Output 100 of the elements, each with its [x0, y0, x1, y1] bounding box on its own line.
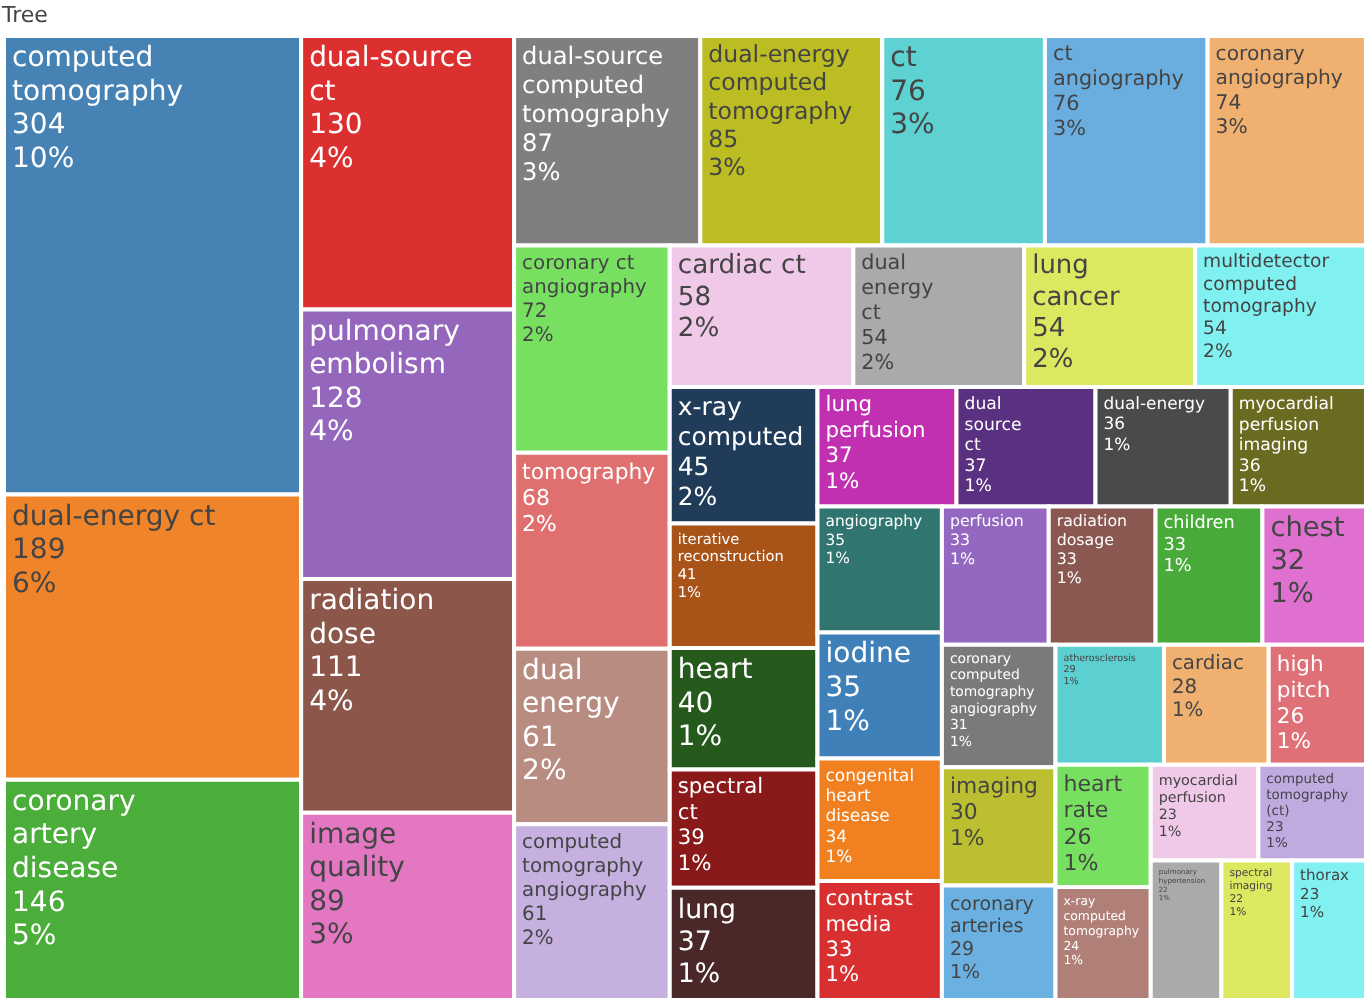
- text: 1%: [1270, 578, 1314, 611]
- category-label: contrast media: [825, 887, 913, 937]
- text: 5%: [12, 920, 57, 953]
- category-label: dual-source ct: [309, 42, 473, 108]
- data-label: 76: [1052, 92, 1080, 116]
- data-label: 74: [1215, 92, 1242, 115]
- text: 1%: [949, 962, 981, 985]
- data-label: 304: [12, 109, 66, 142]
- data-label: 111: [309, 652, 363, 685]
- data-label: 37: [677, 927, 712, 958]
- data-label: 72: [522, 301, 548, 324]
- category-label: myocardial perfusion imaging: [1238, 395, 1334, 457]
- category-label: lung cancer: [1032, 251, 1121, 313]
- category-label: imaging: [949, 773, 1038, 800]
- data-label: 54: [1203, 318, 1227, 341]
- data-label: 85: [708, 124, 739, 153]
- category-label: coronary artery disease: [12, 785, 136, 885]
- text: 1%: [1238, 477, 1266, 498]
- data-label: 26: [1276, 702, 1305, 729]
- category-label: coronary angiography: [1215, 44, 1343, 91]
- text: 3%: [890, 109, 935, 142]
- category-label: dual-source computed tomography: [522, 42, 670, 129]
- data-label: 33: [1163, 535, 1187, 556]
- text: 1%: [825, 963, 860, 988]
- text: 1%: [1171, 700, 1204, 723]
- category-label: ct angiography: [1052, 42, 1184, 91]
- category-label: dual-energy ct: [12, 500, 217, 533]
- text: 2%: [522, 755, 567, 788]
- text: 1%: [1163, 556, 1192, 577]
- text: Tree: [0, 2, 49, 28]
- data-label: 76: [890, 75, 927, 108]
- data-label: 128: [309, 382, 363, 415]
- text: 2%: [1203, 340, 1233, 363]
- data-label: 68: [522, 484, 550, 511]
- category-label: chest: [1270, 512, 1346, 545]
- data-label: 189: [12, 534, 66, 567]
- data-label: 61: [522, 721, 558, 754]
- data-label: 37: [825, 442, 853, 469]
- category-label: computed tomography angiography: [522, 832, 648, 902]
- text: 3%: [1052, 117, 1086, 141]
- text: 2%: [522, 927, 554, 950]
- text: 1%: [677, 849, 712, 876]
- data-label: 37: [964, 456, 987, 477]
- text: 3%: [1215, 116, 1248, 139]
- data-label: 40: [677, 687, 714, 720]
- text: 3%: [522, 158, 561, 187]
- data-label: 26: [1063, 823, 1092, 850]
- text: 1%: [1276, 728, 1311, 755]
- data-label: 34: [825, 825, 848, 846]
- category-label: radiation dose: [309, 585, 435, 651]
- text: 1%: [825, 705, 870, 738]
- text: 1%: [825, 467, 860, 494]
- category-label: dual source ct: [964, 395, 1022, 457]
- category-label: ct: [890, 42, 918, 74]
- category-label: tomography: [522, 458, 657, 485]
- text: 1%: [964, 477, 992, 498]
- data-label: 54: [1032, 313, 1066, 344]
- text: 2%: [861, 350, 895, 375]
- text: 1%: [949, 825, 985, 852]
- category-label: coronary ct angiography: [522, 253, 648, 300]
- text: 2%: [522, 511, 557, 538]
- category-label: spectral ct: [677, 773, 764, 825]
- category-label: children: [1163, 514, 1235, 535]
- data-label: 130: [309, 109, 363, 142]
- category-label: heart: [677, 654, 754, 687]
- category-label: congenital heart disease: [825, 764, 915, 826]
- data-label: 33: [825, 937, 853, 962]
- text: 3%: [309, 919, 354, 952]
- text: 4%: [309, 142, 354, 175]
- category-label: cardiac ct: [677, 251, 806, 282]
- text: 2%: [677, 314, 720, 345]
- category-label: coronary arteries: [949, 893, 1035, 939]
- category-label: multidetector computed tomography: [1203, 251, 1330, 319]
- category-label: computed tomography: [12, 42, 184, 108]
- text: 4%: [309, 416, 354, 449]
- data-label: 58: [677, 282, 712, 313]
- data-label: 36: [1238, 456, 1261, 477]
- data-label: 29: [949, 939, 975, 962]
- text: 4%: [309, 685, 354, 718]
- data-label: 87: [522, 129, 553, 158]
- category-label: lung perfusion: [825, 391, 926, 443]
- data-label: 30: [949, 799, 978, 826]
- data-label: 39: [677, 824, 706, 851]
- data-label: 36: [1103, 413, 1126, 434]
- text: 1%: [677, 721, 723, 754]
- data-label: 45: [677, 450, 710, 481]
- category-label: lung: [677, 895, 737, 926]
- category-label: dual-energy: [1103, 393, 1206, 414]
- category-label: dual-energy computed tomography: [708, 40, 853, 125]
- text: 1%: [825, 845, 853, 866]
- data-label: 54: [861, 326, 889, 351]
- text: 3%: [708, 153, 746, 182]
- data-label: 61: [522, 903, 548, 926]
- category-label: x-ray computed: [677, 391, 804, 451]
- category-label: dual energy ct: [861, 251, 934, 326]
- data-label: 146: [12, 886, 66, 919]
- category-label: image quality: [309, 818, 405, 885]
- category-label: pulmonary embolism: [309, 315, 460, 382]
- text: 1%: [1063, 850, 1099, 877]
- data-label: 35: [825, 672, 862, 705]
